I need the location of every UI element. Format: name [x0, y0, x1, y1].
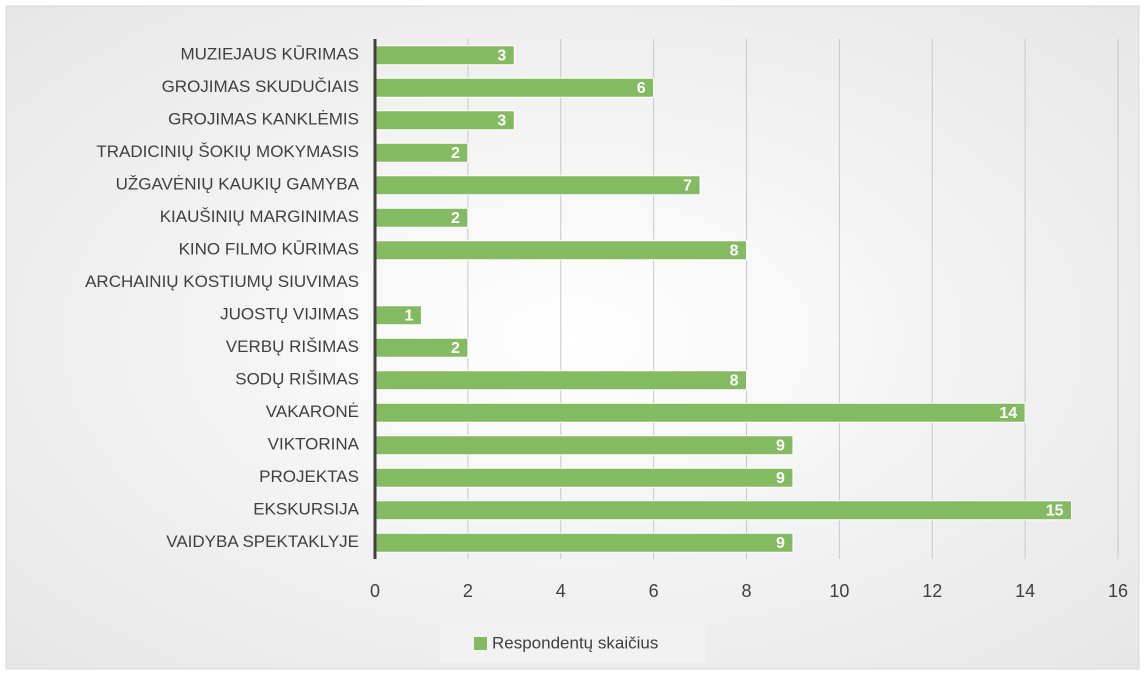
bar — [374, 305, 422, 326]
chart-area — [5, 5, 1140, 670]
bar — [374, 45, 515, 66]
x-tick-label: 8 — [741, 581, 751, 601]
y-tick-label: EKSKURSIJA — [253, 500, 359, 519]
x-tick-label: 14 — [1015, 581, 1035, 601]
y-tick-label: GROJIMAS SKUDUČIAIS — [162, 77, 359, 96]
y-tick-label: GROJIMAS KANKLĖMIS — [168, 110, 359, 129]
bar — [374, 500, 1073, 521]
x-tick-label: 4 — [556, 581, 566, 601]
legend-swatch — [474, 637, 487, 650]
data-label: 9 — [776, 470, 785, 487]
bar — [374, 240, 747, 261]
data-label: 3 — [497, 47, 506, 64]
data-label: 3 — [497, 112, 506, 129]
data-label: 15 — [1046, 502, 1064, 519]
y-tick-label: MUZIEJAUS KŪRIMAS — [180, 45, 359, 64]
bar — [374, 175, 701, 196]
x-tick-label: 0 — [370, 581, 380, 601]
y-tick-label: VERBŲ RIŠIMAS — [226, 337, 359, 356]
bar — [374, 370, 747, 391]
y-tick-label: JUOSTŲ VIJIMAS — [220, 305, 359, 324]
bar — [374, 402, 1026, 423]
bar — [374, 467, 794, 488]
data-label: 8 — [730, 242, 739, 259]
y-tick-label: VIKTORINA — [268, 435, 360, 454]
data-label: 6 — [637, 80, 646, 97]
y-tick-label: KINO FILMO KŪRIMAS — [179, 240, 359, 259]
y-tick-label: SODŲ RIŠIMAS — [235, 370, 359, 389]
bar — [374, 435, 794, 456]
x-tick-label: 6 — [649, 581, 659, 601]
y-tick-label: PROJEKTAS — [259, 467, 359, 486]
data-label: 8 — [730, 372, 739, 389]
y-tick-label: ARCHAINIŲ KOSTIUMŲ SIUVIMAS — [85, 272, 359, 291]
data-label: 1 — [405, 307, 414, 324]
data-label: 2 — [451, 145, 460, 162]
y-tick-label: VAIDYBA SPEKTAKLYJE — [166, 532, 359, 551]
bar — [374, 110, 515, 131]
bar — [374, 532, 794, 553]
legend-label: Respondentų skaičius — [492, 633, 658, 652]
x-tick-label: 16 — [1108, 581, 1128, 601]
data-label: 2 — [451, 340, 460, 357]
data-label: 2 — [451, 210, 460, 227]
data-label: 9 — [776, 535, 785, 552]
x-tick-label: 12 — [922, 581, 942, 601]
y-tick-label: UŽGAVĖNIŲ KAUKIŲ GAMYBA — [116, 175, 360, 194]
x-tick-label: 10 — [829, 581, 849, 601]
data-label: 14 — [999, 405, 1017, 422]
data-label: 7 — [683, 177, 692, 194]
y-tick-label: VAKARONĖ — [266, 402, 359, 421]
data-label: 9 — [776, 437, 785, 454]
bar — [374, 77, 655, 98]
y-tick-label: TRADICINIŲ ŠOKIŲ MOKYMASIS — [96, 142, 359, 161]
y-tick-label: KIAUŠINIŲ MARGINIMAS — [160, 207, 359, 226]
x-tick-label: 2 — [463, 581, 473, 601]
